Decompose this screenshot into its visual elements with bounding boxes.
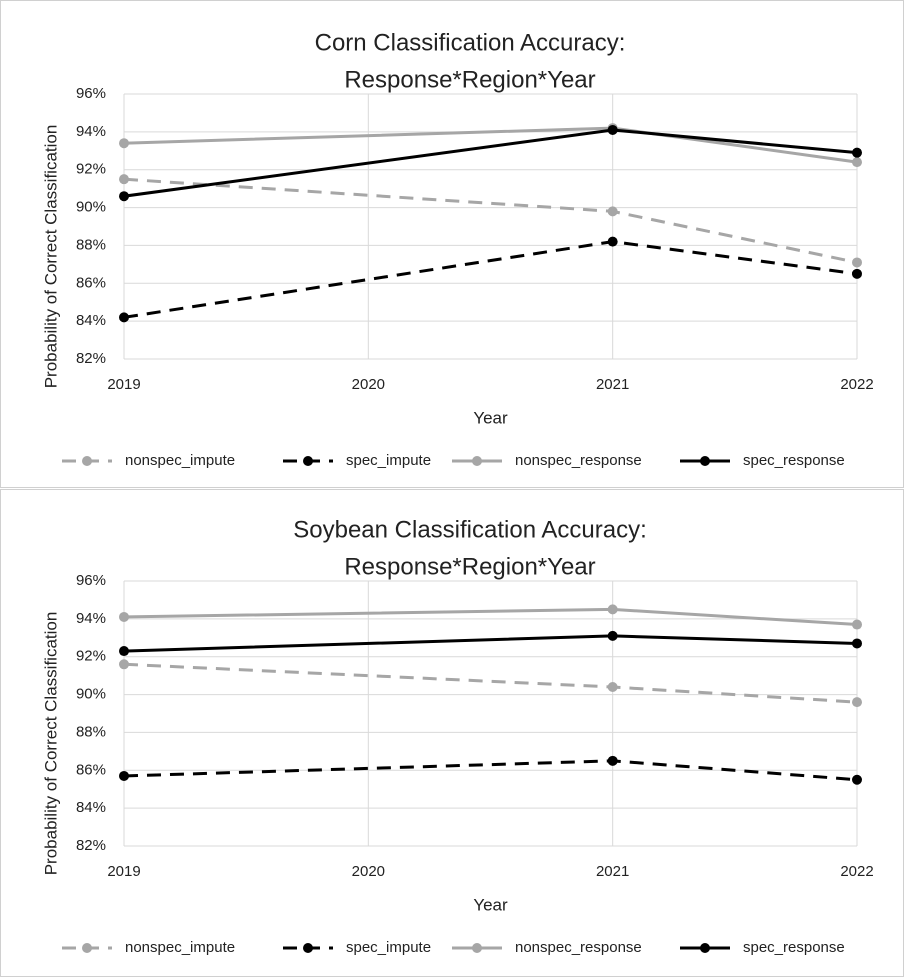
- point: [852, 619, 862, 630]
- legend-label: spec_impute: [346, 452, 431, 469]
- point: [852, 774, 862, 785]
- legend-label: spec_impute: [346, 939, 431, 956]
- y-tick-label: 96%: [76, 85, 106, 102]
- y-tick-label: 94%: [76, 123, 106, 140]
- legend-marker: [472, 456, 482, 466]
- point: [852, 257, 862, 268]
- legend-label: nonspec_response: [515, 452, 642, 469]
- y-tick-label: 86%: [76, 274, 106, 291]
- legend-marker: [82, 456, 92, 466]
- legend-label: spec_response: [743, 452, 845, 469]
- point: [852, 697, 862, 708]
- y-tick-label: 84%: [76, 799, 106, 816]
- legend-marker: [303, 456, 313, 466]
- chart-title: Response*Region*Year: [344, 66, 595, 93]
- chart-title: Soybean Classification Accuracy:: [293, 516, 647, 543]
- point: [852, 147, 862, 158]
- y-tick-label: 84%: [76, 312, 106, 329]
- legend-label: nonspec_response: [515, 939, 642, 956]
- x-tick-label: 2022: [840, 376, 873, 393]
- point: [607, 682, 618, 692]
- legend-label: nonspec_impute: [125, 939, 235, 956]
- x-tick-label: 2019: [107, 863, 140, 880]
- x-tick-label: 2022: [840, 863, 873, 880]
- point: [119, 659, 129, 670]
- x-tick-label: 2021: [596, 376, 629, 393]
- point: [607, 604, 618, 615]
- point: [119, 611, 129, 622]
- y-axis-label: Probability of Correct Classification: [41, 612, 60, 876]
- legend-marker: [472, 943, 482, 953]
- point: [119, 312, 129, 323]
- y-tick-label: 96%: [76, 572, 106, 589]
- chart-title: Corn Classification Accuracy:: [315, 29, 626, 56]
- chart-frame: [0, 0, 904, 488]
- legend-marker: [700, 943, 710, 953]
- legend-marker: [82, 943, 92, 953]
- point: [852, 157, 862, 168]
- y-tick-label: 82%: [76, 837, 106, 854]
- point: [119, 174, 129, 185]
- point: [852, 268, 862, 279]
- y-tick-label: 86%: [76, 761, 106, 778]
- legend-marker: [303, 943, 313, 953]
- y-tick-label: 88%: [76, 236, 106, 253]
- x-axis-label: Year: [473, 408, 508, 427]
- y-tick-label: 82%: [76, 350, 106, 367]
- chart-title: Response*Region*Year: [344, 553, 595, 580]
- y-tick-label: 92%: [76, 161, 106, 178]
- point: [119, 646, 129, 657]
- x-tick-label: 2020: [352, 376, 385, 393]
- point: [607, 236, 618, 247]
- point: [852, 638, 862, 649]
- x-tick-label: 2020: [352, 863, 385, 880]
- point: [119, 138, 129, 149]
- point: [607, 630, 618, 641]
- legend-marker: [700, 456, 710, 466]
- x-tick-label: 2021: [596, 863, 629, 880]
- chart-frame: [0, 489, 904, 977]
- point: [119, 191, 129, 202]
- y-tick-label: 90%: [76, 686, 106, 703]
- legend-label: spec_response: [743, 939, 845, 956]
- point: [119, 770, 129, 781]
- legend-label: nonspec_impute: [125, 452, 235, 469]
- y-tick-label: 94%: [76, 610, 106, 627]
- y-tick-label: 92%: [76, 648, 106, 665]
- x-tick-label: 2019: [107, 376, 140, 393]
- y-axis-label: Probability of Correct Classification: [41, 125, 60, 389]
- y-tick-label: 90%: [76, 199, 106, 216]
- point: [607, 206, 618, 217]
- x-axis-label: Year: [473, 895, 508, 914]
- point: [607, 755, 618, 766]
- point: [607, 124, 618, 135]
- y-tick-label: 88%: [76, 723, 106, 740]
